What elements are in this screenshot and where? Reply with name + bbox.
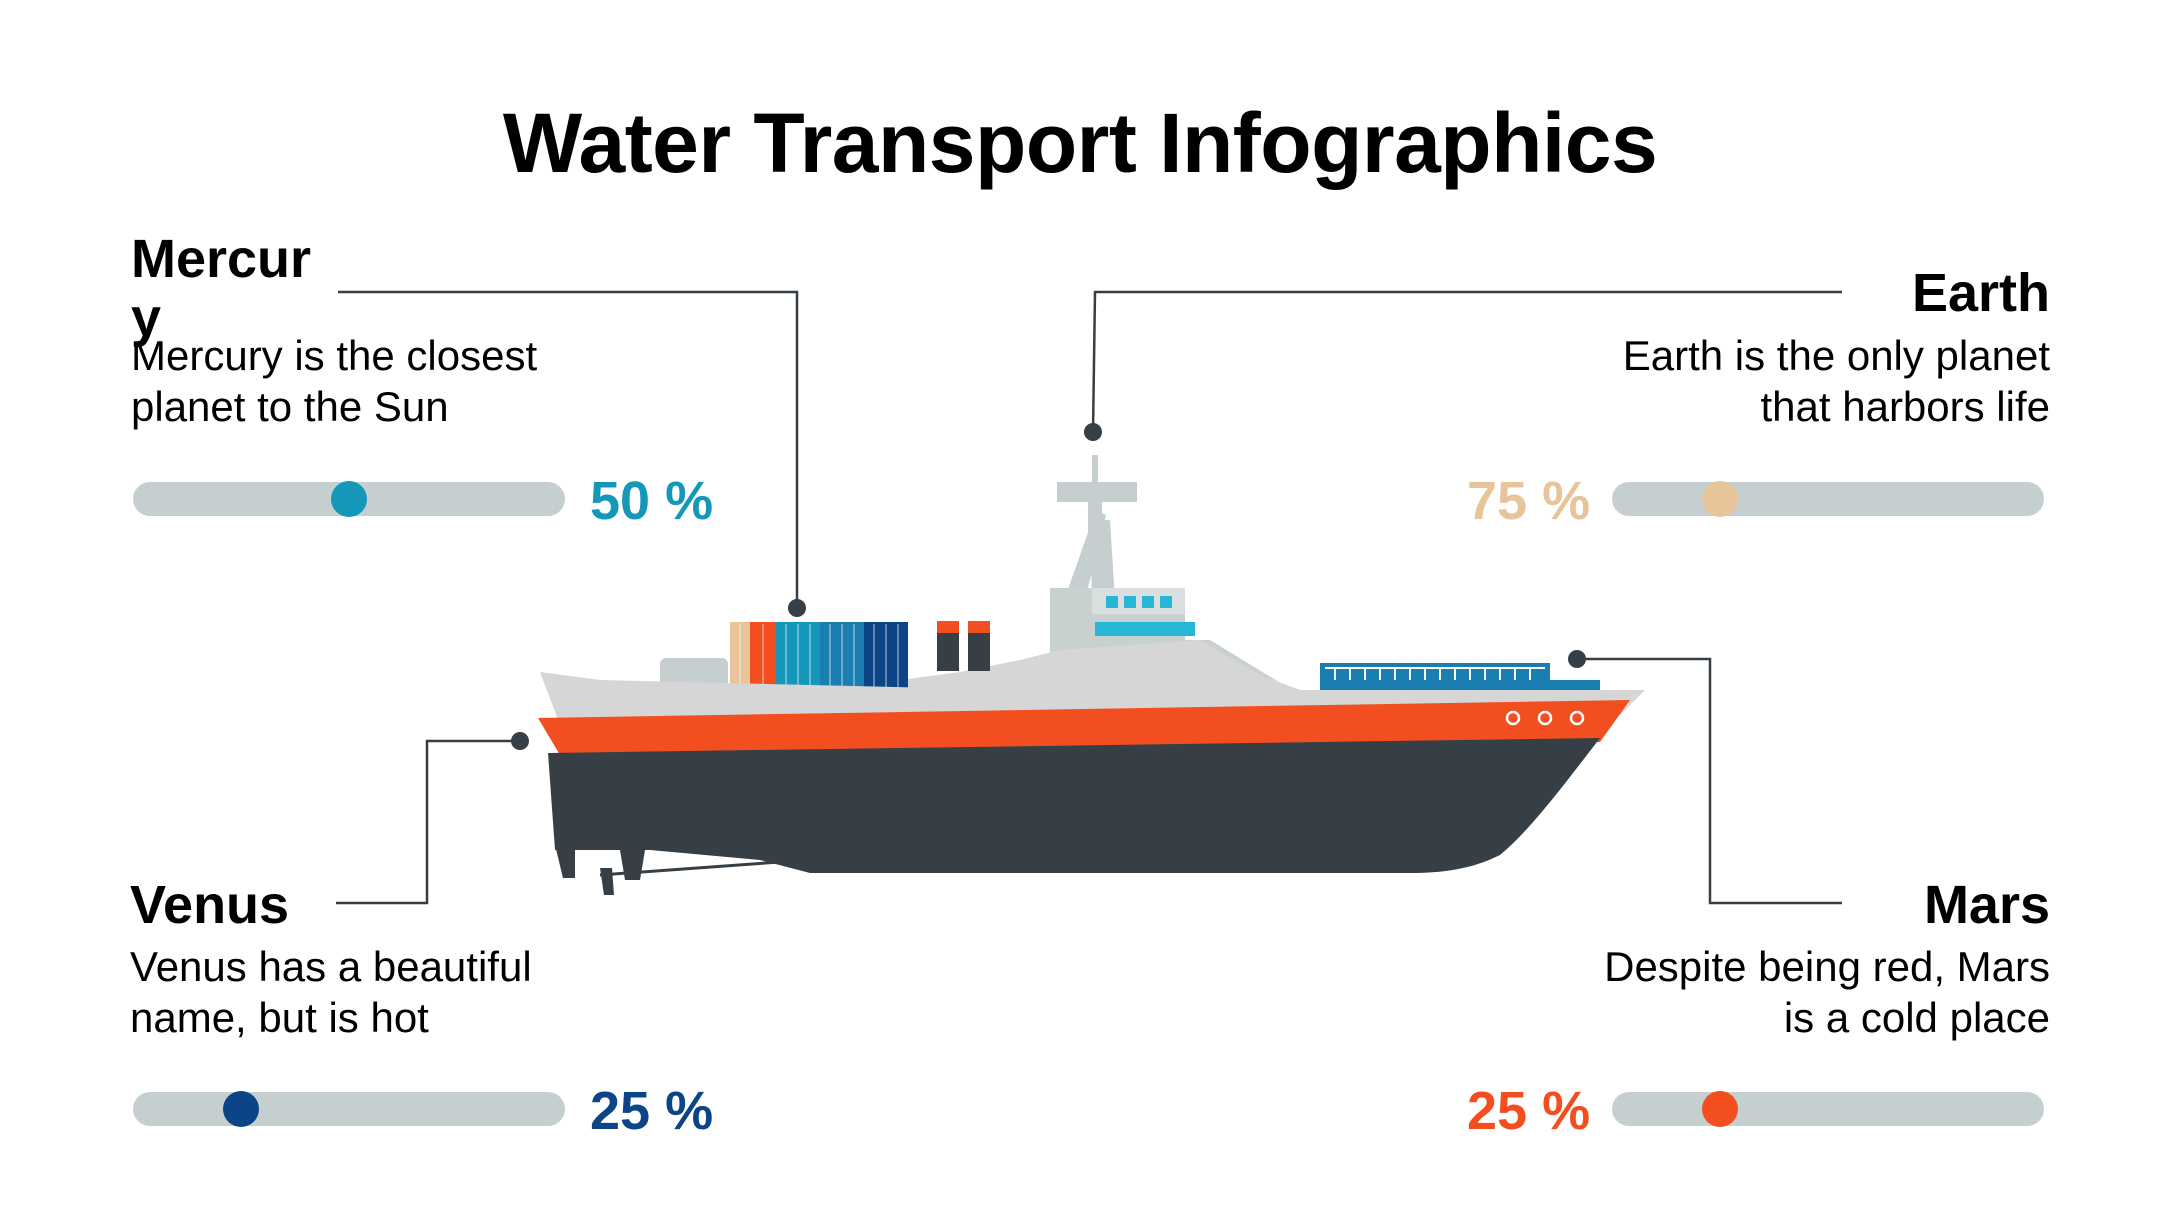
callout-lines bbox=[336, 290, 1842, 905]
mercury-connector-dot bbox=[788, 599, 806, 617]
mars-progress-bar bbox=[1612, 1091, 2044, 1127]
venus-connector-dot bbox=[511, 732, 529, 750]
venus-description: Venus has a beautiful name, but is hot bbox=[130, 943, 532, 1042]
earth-progress-knob bbox=[1702, 481, 1738, 517]
earth-heading: Earth bbox=[1911, 263, 2050, 323]
ship-bow-railing bbox=[1320, 663, 1600, 692]
venus-heading: Venus bbox=[130, 875, 290, 935]
mars-connector bbox=[1577, 657, 1842, 905]
ship-hull bbox=[538, 672, 1645, 895]
venus-percent: 25 % bbox=[590, 1081, 714, 1141]
venus-progress-knob bbox=[223, 1091, 259, 1127]
venus-connector bbox=[336, 739, 520, 905]
mars-progress-knob bbox=[1702, 1091, 1738, 1127]
mercury-progress-bar bbox=[133, 481, 565, 517]
mercury-progress-knob bbox=[331, 481, 367, 517]
earth-progress-bar bbox=[1612, 481, 2044, 517]
mercury-heading: Mercur y bbox=[131, 229, 312, 349]
earth-percent: 75 % bbox=[1467, 471, 1591, 531]
earth-connector bbox=[1091, 290, 1842, 433]
mars-description: Despite being red, Mars is a cold place bbox=[1604, 943, 2050, 1042]
earth-description: Earth is the only planet that harbors li… bbox=[1622, 332, 2050, 431]
page-title: Water Transport Infographics bbox=[502, 96, 1658, 190]
mars-connector-dot bbox=[1568, 650, 1586, 668]
mercury-connector bbox=[338, 290, 799, 608]
earth-connector-dot bbox=[1084, 423, 1102, 441]
mars-percent: 25 % bbox=[1467, 1081, 1591, 1141]
mercury-percent: 50 % bbox=[590, 471, 714, 531]
venus-progress-bar bbox=[133, 1091, 565, 1127]
mars-heading: Mars bbox=[1923, 875, 2050, 935]
mercury-description: Mercury is the closest planet to the Sun bbox=[131, 332, 538, 431]
